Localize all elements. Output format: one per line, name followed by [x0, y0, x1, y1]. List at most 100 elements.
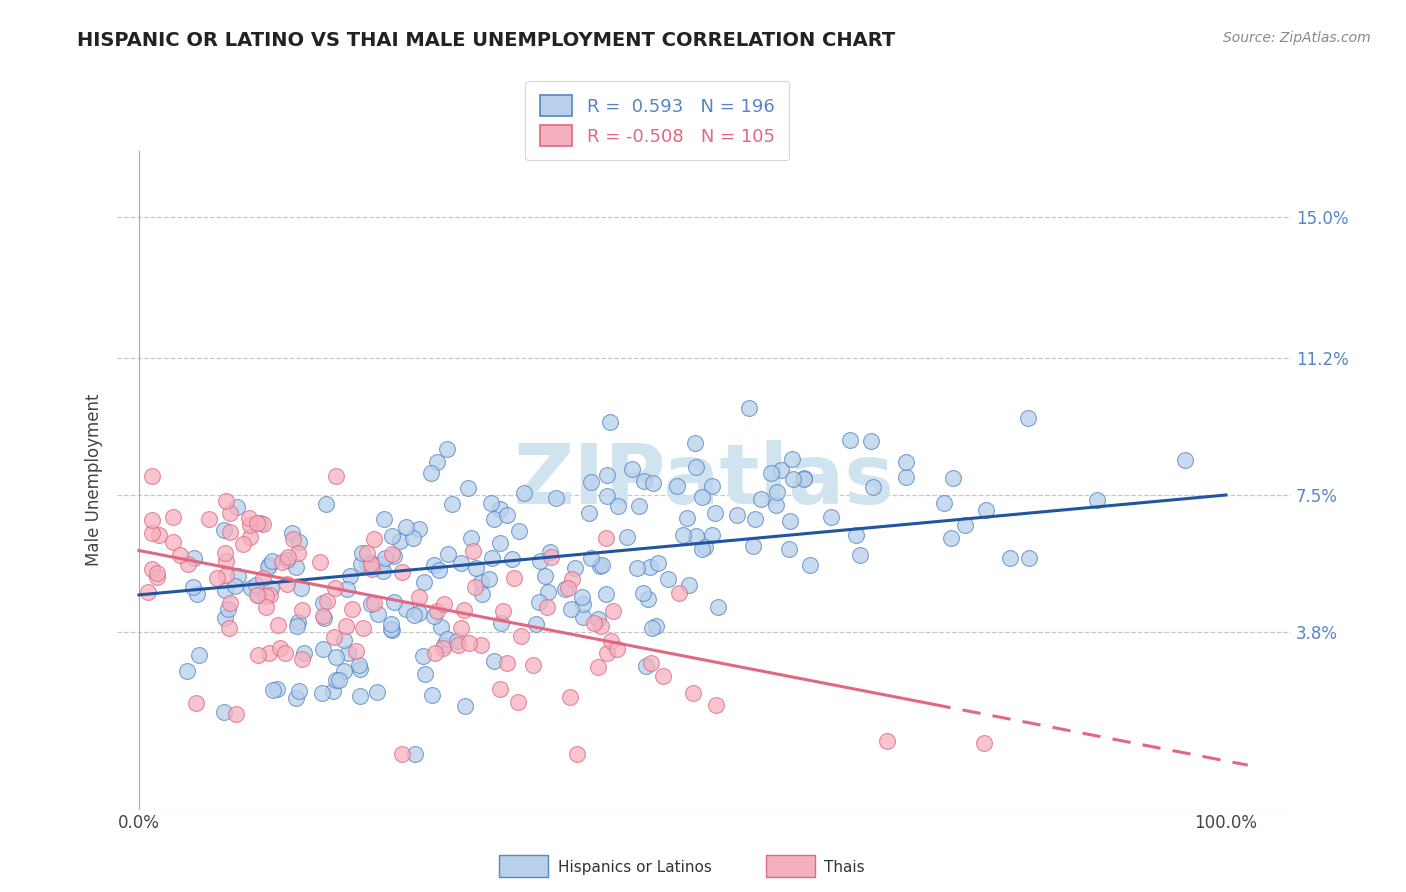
Point	[333, 664, 356, 678]
Point	[454, 698, 477, 713]
Point	[395, 520, 418, 534]
Point	[402, 608, 425, 623]
Point	[634, 658, 657, 673]
Point	[560, 601, 582, 615]
Point	[742, 540, 765, 554]
Point	[433, 597, 456, 611]
Point	[744, 512, 766, 526]
Point	[652, 668, 675, 682]
Point	[322, 684, 344, 698]
Point	[349, 662, 371, 676]
Point	[371, 564, 394, 578]
Point	[432, 641, 454, 656]
Point	[259, 581, 281, 595]
Point	[876, 734, 898, 748]
Point	[700, 528, 723, 542]
Point	[285, 619, 308, 633]
Point	[845, 528, 868, 542]
Point	[693, 540, 716, 554]
Point	[312, 642, 335, 657]
Point	[292, 647, 315, 661]
Point	[382, 595, 405, 609]
Point	[380, 622, 402, 636]
Point	[259, 588, 281, 602]
Point	[219, 507, 242, 521]
Point	[335, 619, 357, 633]
Point	[408, 606, 430, 620]
Point	[219, 524, 242, 539]
Point	[766, 485, 789, 500]
Point	[430, 620, 453, 634]
Point	[281, 533, 304, 547]
Point	[214, 524, 236, 538]
Point	[638, 560, 661, 574]
Point	[461, 544, 484, 558]
Point	[974, 503, 997, 517]
Point	[370, 558, 392, 572]
Point	[249, 516, 271, 530]
Point	[436, 442, 458, 457]
Point	[381, 623, 404, 637]
Point	[527, 595, 550, 609]
Point	[571, 598, 593, 612]
Point	[780, 451, 803, 466]
Text: Thais: Thais	[824, 861, 865, 875]
Point	[765, 498, 787, 512]
Point	[706, 600, 728, 615]
Point	[540, 549, 562, 564]
Point	[738, 401, 761, 415]
Point	[257, 646, 280, 660]
Point	[177, 557, 200, 571]
Point	[591, 558, 613, 572]
Point	[183, 550, 205, 565]
Point	[141, 525, 163, 540]
Point	[259, 558, 281, 573]
Point	[267, 618, 290, 632]
Point	[336, 582, 359, 596]
Text: ZIPatlas: ZIPatlas	[513, 440, 894, 521]
Point	[260, 554, 283, 568]
Point	[215, 567, 238, 582]
Point	[450, 556, 472, 570]
Point	[224, 579, 246, 593]
Point	[440, 497, 463, 511]
Point	[496, 508, 519, 522]
Point	[141, 469, 163, 483]
Point	[290, 581, 312, 595]
Point	[482, 654, 505, 668]
Point	[533, 568, 555, 582]
Point	[460, 531, 482, 545]
Point	[778, 541, 800, 556]
Point	[427, 563, 450, 577]
Point	[554, 582, 576, 597]
Point	[595, 587, 617, 601]
Point	[176, 664, 198, 678]
Point	[600, 634, 623, 648]
Point	[561, 572, 583, 586]
Point	[238, 510, 260, 524]
Point	[621, 462, 644, 476]
Point	[749, 491, 772, 506]
Point	[373, 512, 395, 526]
Point	[782, 472, 804, 486]
Point	[1017, 411, 1039, 425]
Point	[690, 490, 713, 504]
Point	[323, 581, 346, 595]
Point	[596, 467, 619, 482]
Point	[488, 536, 510, 550]
Point	[141, 562, 163, 576]
Point	[214, 610, 236, 624]
Point	[489, 682, 512, 697]
Point	[558, 690, 581, 705]
Point	[391, 747, 413, 761]
Point	[423, 646, 446, 660]
Point	[685, 529, 707, 543]
Point	[647, 556, 669, 570]
Point	[596, 646, 619, 660]
Point	[583, 615, 606, 630]
Point	[799, 558, 821, 573]
Point	[453, 602, 475, 616]
Point	[291, 652, 314, 666]
Text: HISPANIC OR LATINO VS THAI MALE UNEMPLOYMENT CORRELATION CHART: HISPANIC OR LATINO VS THAI MALE UNEMPLOY…	[77, 31, 896, 50]
Point	[366, 685, 388, 699]
